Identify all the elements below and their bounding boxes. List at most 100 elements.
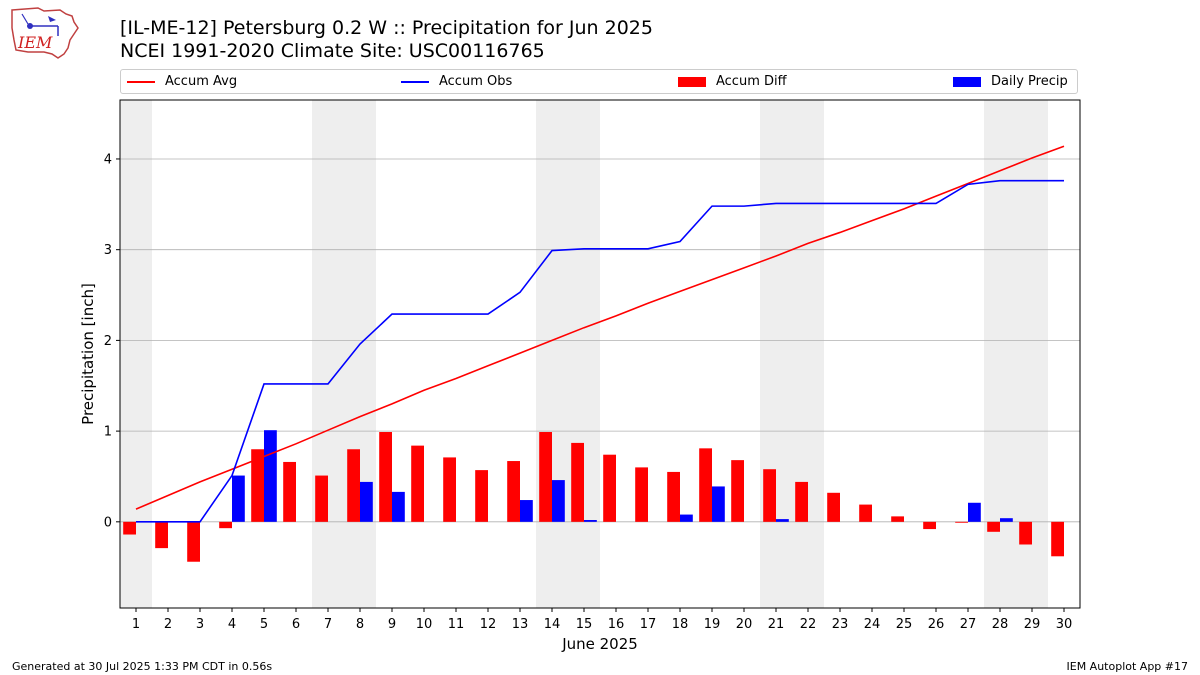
accum-diff-bar (347, 449, 360, 522)
accum-diff-bar (1051, 521, 1064, 557)
accum-diff-bar (251, 449, 264, 522)
legend-label: Accum Obs (439, 74, 513, 89)
x-tick-label: 29 (1024, 617, 1041, 632)
x-tick-label: 27 (960, 617, 977, 632)
accum-diff-bar (1019, 521, 1032, 545)
accum-diff-bar (955, 521, 968, 523)
weekend-shade (760, 100, 792, 608)
app-footer: IEM Autoplot App #17 (1066, 660, 1189, 673)
x-tick-label: 20 (736, 617, 753, 632)
x-tick-label: 13 (512, 617, 529, 632)
x-tick-label: 4 (228, 617, 236, 632)
accum-diff-bar (155, 521, 168, 549)
accum-diff-bar (379, 432, 392, 522)
x-tick-label: 12 (480, 617, 497, 632)
x-tick-label: 7 (324, 617, 332, 632)
y-tick-label: 4 (104, 152, 112, 167)
x-tick-label: 22 (800, 617, 817, 632)
accum-diff-bar (507, 461, 520, 522)
daily-precip-bar (232, 475, 245, 522)
weekend-shade (344, 100, 376, 608)
x-tick-label: 21 (768, 617, 785, 632)
x-tick-label: 24 (864, 617, 881, 632)
iem-logo: IEM (11, 7, 79, 59)
x-tick-label: 3 (196, 617, 204, 632)
legend-label: Accum Avg (165, 74, 238, 89)
legend-item-accum-obs: Accum Obs (401, 70, 512, 93)
accum-diff-bar (123, 521, 136, 535)
svg-text:IEM: IEM (17, 33, 53, 52)
x-tick-label: 5 (260, 617, 268, 632)
accum-diff-bar (475, 470, 488, 522)
accum-diff-bar (763, 469, 776, 522)
chart-legend: Accum Avg Accum Obs Accum Diff Daily Pre… (120, 69, 1078, 94)
x-tick-label: 1 (132, 617, 140, 632)
accum-diff-bar (987, 521, 1000, 532)
x-axis-label: June 2025 (561, 635, 638, 653)
x-tick-label: 30 (1056, 617, 1073, 632)
accum-diff-bar (635, 467, 648, 522)
legend-item-daily-precip: Daily Precip (953, 70, 1068, 93)
x-tick-label: 17 (640, 617, 657, 632)
daily-precip-bar (712, 486, 725, 522)
x-tick-label: 10 (416, 617, 433, 632)
accum-diff-bar (571, 442, 584, 522)
daily-precip-bar (360, 481, 373, 522)
accum-diff-bar (795, 481, 808, 522)
daily-precip-bar (680, 514, 693, 522)
legend-swatch (401, 80, 429, 83)
accum-diff-bar (219, 521, 232, 529)
legend-item-accum-diff: Accum Diff (678, 70, 787, 93)
accum-diff-bar (283, 461, 296, 522)
daily-precip-bar (584, 520, 597, 522)
chart-title: [IL-ME-12] Petersburg 0.2 W :: Precipita… (120, 17, 653, 39)
y-tick-label: 1 (104, 425, 112, 440)
x-tick-label: 18 (672, 617, 689, 632)
x-tick-label: 16 (608, 617, 625, 632)
weekend-shade (568, 100, 600, 608)
daily-precip-bar (392, 491, 405, 522)
x-tick-label: 2 (164, 617, 172, 632)
x-tick-label: 15 (576, 617, 593, 632)
legend-swatch (127, 80, 155, 83)
daily-precip-bar (552, 480, 565, 522)
accum-diff-bar (731, 460, 744, 522)
legend-label: Accum Diff (716, 74, 787, 89)
accum-obs-line (136, 179, 1064, 523)
x-tick-label: 8 (356, 617, 364, 632)
accum-diff-bar (187, 521, 200, 562)
x-tick-label: 23 (832, 617, 849, 632)
y-tick-label: 0 (104, 515, 112, 530)
y-tick-label: 3 (104, 243, 112, 258)
daily-precip-bar (968, 502, 981, 522)
accum-avg-line (135, 145, 1065, 510)
legend-swatch (953, 76, 981, 87)
x-tick-label: 9 (388, 617, 396, 632)
accum-diff-bar (411, 445, 424, 522)
accum-diff-bar (859, 504, 872, 522)
legend-item-accum-avg: Accum Avg (127, 70, 237, 93)
accum-diff-bar (923, 521, 936, 530)
daily-precip-bar (1000, 518, 1013, 522)
y-tick-label: 2 (104, 334, 112, 349)
accum-diff-bar (539, 432, 552, 522)
accum-diff-bar (315, 475, 328, 522)
accum-diff-bar (667, 471, 680, 522)
accum-diff-bar (603, 454, 616, 522)
chart-subtitle: NCEI 1991-2020 Climate Site: USC00116765 (120, 40, 545, 62)
weekend-shade (792, 100, 824, 608)
x-tick-label: 11 (448, 617, 465, 632)
x-tick-label: 26 (928, 617, 945, 632)
daily-precip-bar (264, 430, 277, 522)
legend-label: Daily Precip (991, 74, 1068, 89)
accum-diff-bar (891, 516, 904, 522)
x-tick-label: 19 (704, 617, 721, 632)
accum-diff-bar (443, 457, 456, 522)
plot-frame (119, 99, 1081, 609)
x-tick-label: 6 (292, 617, 300, 632)
weekend-shade (536, 100, 568, 608)
x-tick-label: 25 (896, 617, 913, 632)
daily-precip-bar (776, 519, 789, 522)
y-axis-label: Precipitation [inch] (79, 283, 97, 425)
